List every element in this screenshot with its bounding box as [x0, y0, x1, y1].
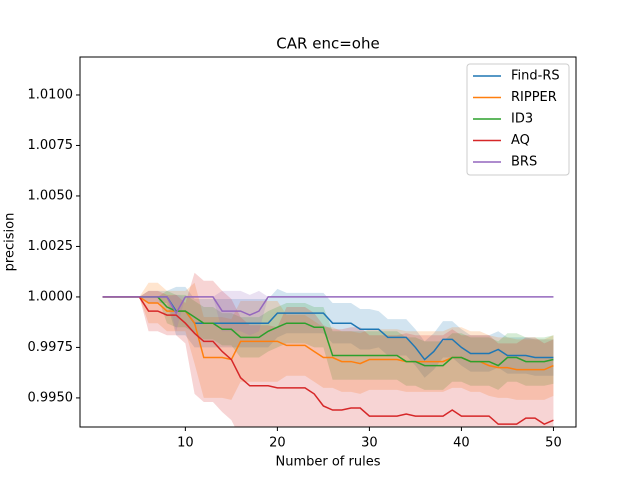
- y-tick-label: 1.0100: [28, 87, 74, 102]
- x-tick-label: 10: [177, 436, 194, 451]
- x-tick-label: 30: [361, 436, 378, 451]
- x-tick-label: 40: [453, 436, 470, 451]
- legend-label: RIPPER: [511, 90, 557, 105]
- x-tick-label: 20: [269, 436, 286, 451]
- y-tick-label: 1.0075: [28, 138, 74, 153]
- y-tick-label: 0.9975: [28, 340, 74, 355]
- line: [102, 296, 554, 426]
- legend-label: AQ: [511, 133, 530, 148]
- y-axis-label: precision: [3, 213, 18, 272]
- legend-label: ID3: [511, 112, 533, 127]
- legend-label: Find-RS: [511, 69, 560, 84]
- legend-label: BRS: [511, 155, 537, 170]
- chart-title: CAR enc=ohe: [276, 35, 379, 53]
- error-band: [102, 272, 554, 427]
- plot-area: [102, 272, 554, 427]
- x-axis-label: Number of rules: [276, 455, 381, 470]
- error-band: [102, 290, 554, 336]
- error-band: [102, 286, 554, 378]
- axes-frame: [79, 56, 577, 428]
- y-tick-label: 1.0025: [28, 239, 74, 254]
- x-tick-label: 50: [545, 436, 562, 451]
- y-tick-label: 1.0050: [28, 188, 74, 203]
- y-tick-label: 0.9950: [28, 390, 74, 405]
- line: [102, 296, 554, 316]
- y-tick-label: 1.0000: [28, 289, 74, 304]
- legend-box: [466, 63, 570, 176]
